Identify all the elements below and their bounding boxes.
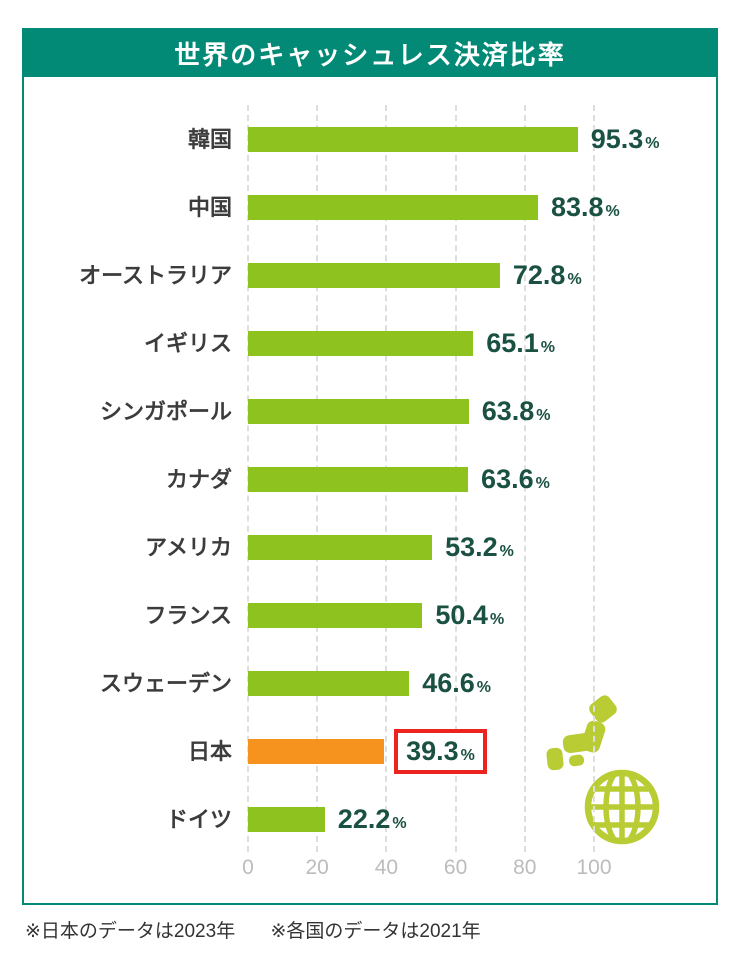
bar-value-number: 22.2 xyxy=(337,804,391,834)
country-label: ドイツ xyxy=(165,807,232,832)
bar xyxy=(248,195,538,220)
bar-value: 72.8% xyxy=(512,260,582,290)
footnotes: ※日本のデータは2023年 ※各国のデータは2021年 xyxy=(25,916,511,943)
bar-value: 95.3% xyxy=(590,124,660,154)
bar-value-unit: % xyxy=(536,407,551,424)
bar-value-number: 83.8 xyxy=(550,192,604,222)
bar-value-number: 46.6 xyxy=(422,668,475,698)
bar-value: 65.1% xyxy=(486,328,555,358)
bar-value-number: 50.4 xyxy=(435,600,488,630)
bar-value-number: 53.2 xyxy=(445,532,498,562)
chart-title-bar: 世界のキャッシュレス決済比率 xyxy=(24,30,716,77)
bar-value-unit: % xyxy=(499,543,514,560)
bar-value-unit: % xyxy=(476,679,492,696)
bar-value: 46.6% xyxy=(422,668,491,698)
bar xyxy=(248,671,410,696)
bar xyxy=(248,263,500,288)
bar-value: 39.3% xyxy=(406,736,475,767)
bar-value-number: 72.8 xyxy=(512,260,566,290)
bar-value: 63.6% xyxy=(481,464,550,494)
country-label: オーストラリア xyxy=(79,263,232,288)
footnote-other-data-year: ※各国のデータは2021年 xyxy=(270,921,481,942)
country-label: カナダ xyxy=(165,467,232,492)
x-axis-tick-label: 100 xyxy=(576,856,612,879)
country-label: 韓国 xyxy=(187,127,232,152)
x-axis-tick-label: 60 xyxy=(443,856,468,879)
bar-value-number: 63.6 xyxy=(481,464,534,494)
bar-value-unit: % xyxy=(489,611,505,628)
chart-panel: 世界のキャッシュレス決済比率 xyxy=(22,28,718,905)
bar xyxy=(248,331,474,356)
gridline xyxy=(593,105,595,852)
bar-value-number: 39.3 xyxy=(406,736,459,766)
bar-value: 63.8% xyxy=(481,396,551,426)
bar-value: 22.2% xyxy=(337,804,407,834)
country-label: アメリカ xyxy=(145,535,232,560)
plot-area: 0 20 40 60 80 100 韓国 95.3% 中国 83.8% オーストラリア 72.8% イギ… xyxy=(24,77,716,903)
bar-value: 53.2% xyxy=(445,532,514,562)
bar xyxy=(248,535,433,560)
bar xyxy=(248,807,325,832)
country-label: 中国 xyxy=(187,195,232,220)
gridline xyxy=(523,105,526,852)
bar xyxy=(248,127,578,152)
x-axis-tick-label: 80 xyxy=(513,856,537,879)
bar xyxy=(248,603,423,628)
country-label: スウェーデン xyxy=(99,671,232,696)
bar-value-unit: % xyxy=(460,747,475,764)
country-label: シンガポール xyxy=(99,399,232,424)
bar-value-unit: % xyxy=(605,203,620,220)
bar-value: 83.8% xyxy=(550,192,620,222)
footnote-japan-data-year: ※日本のデータは2023年 xyxy=(25,921,236,942)
country-label: イギリス xyxy=(143,331,232,356)
country-label: フランス xyxy=(144,603,232,628)
globe-icon xyxy=(584,769,660,845)
chart-title: 世界のキャッシュレス決済比率 xyxy=(174,40,566,70)
country-label: 日本 xyxy=(187,739,232,764)
bar-value-number: 63.8 xyxy=(481,396,535,426)
bar-value-unit: % xyxy=(567,271,582,288)
bar xyxy=(248,399,469,424)
bar-value: 50.4% xyxy=(435,600,504,630)
x-axis-tick-label: 40 xyxy=(374,856,399,879)
highlight-value-box: 39.3% xyxy=(393,729,487,774)
japan-map-icon xyxy=(546,695,617,771)
x-axis-tick-label: 0 xyxy=(242,856,254,879)
bar-value-unit: % xyxy=(535,475,550,492)
bar-value-unit: % xyxy=(392,815,407,832)
bar-highlighted xyxy=(248,739,384,764)
bar-value-number: 95.3 xyxy=(590,124,644,154)
bar-value-number: 65.1 xyxy=(486,328,539,358)
bar-value-unit: % xyxy=(645,135,660,152)
bar-value-unit: % xyxy=(540,339,556,356)
bar xyxy=(248,467,469,492)
x-axis-tick-label: 20 xyxy=(305,856,329,879)
